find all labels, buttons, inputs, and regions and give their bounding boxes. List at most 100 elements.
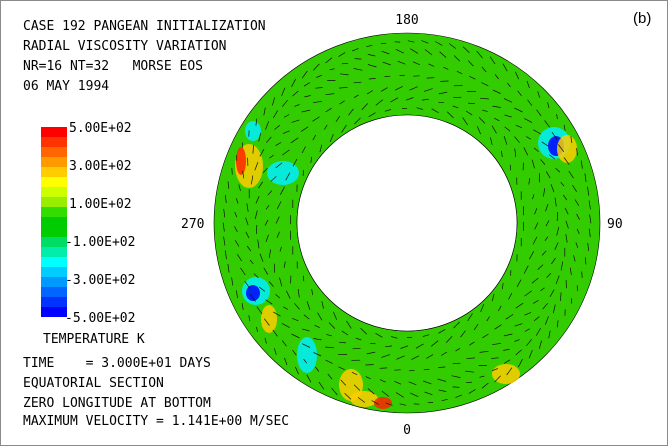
velocity-arrow xyxy=(231,168,233,175)
velocity-arrow xyxy=(327,373,333,380)
velocity-arrow xyxy=(549,289,555,297)
velocity-arrow xyxy=(573,255,576,262)
velocity-arrow xyxy=(587,242,590,251)
velocity-arrow xyxy=(297,288,300,298)
velocity-arrow xyxy=(348,108,354,116)
velocity-arrow xyxy=(576,213,580,220)
velocity-arrow xyxy=(514,148,517,158)
velocity-arrow xyxy=(563,124,566,131)
velocity-arrow xyxy=(254,161,259,171)
velocity-arrow xyxy=(412,61,420,66)
colorbar-label-neg100: -1.00E+02 xyxy=(65,235,136,250)
velocity-arrow xyxy=(491,125,497,134)
velocity-arrow xyxy=(494,74,499,80)
panel-label: (b) xyxy=(633,10,652,27)
velocity-arrow xyxy=(385,345,393,348)
velocity-arrow xyxy=(259,149,265,157)
velocity-arrow xyxy=(545,203,549,212)
velocity-arrow xyxy=(368,112,376,118)
velocity-arrow xyxy=(263,267,269,275)
velocity-arrow xyxy=(524,328,530,332)
velocity-arrow xyxy=(265,234,269,243)
velocity-arrow xyxy=(279,277,283,287)
velocity-arrow xyxy=(319,144,323,153)
velocity-arrow xyxy=(476,126,481,135)
colorbar-segment xyxy=(41,227,67,237)
temperature-anomaly xyxy=(236,147,246,175)
velocity-arrow xyxy=(556,320,559,328)
velocity-arrow xyxy=(263,107,266,116)
velocity-arrow xyxy=(341,330,349,336)
velocity-arrow xyxy=(490,137,493,145)
velocity-arrow xyxy=(452,105,459,109)
velocity-arrow xyxy=(534,208,538,215)
velocity-arrow xyxy=(431,108,439,114)
velocity-arrow xyxy=(541,250,547,256)
velocity-arrow xyxy=(267,190,273,196)
colorbar-segment xyxy=(41,187,67,197)
velocity-arrow xyxy=(501,282,504,290)
velocity-arrow xyxy=(555,167,561,173)
velocity-arrow xyxy=(224,195,227,204)
velocity-arrow xyxy=(572,184,577,192)
colorbar-segment xyxy=(41,197,67,207)
velocity-arrow xyxy=(315,366,320,372)
velocity-arrow xyxy=(453,55,461,62)
velocity-arrow xyxy=(531,277,539,284)
velocity-arrow xyxy=(353,81,362,84)
footer-time: TIME = 3.000E+01 DAYS xyxy=(23,356,211,371)
colorbar-segments xyxy=(41,127,67,317)
velocity-arrow xyxy=(344,392,352,400)
velocity-arrow xyxy=(437,378,447,382)
velocity-arrow xyxy=(366,44,373,48)
velocity-arrow xyxy=(537,264,544,270)
colorbar-label-neg300: -3.00E+02 xyxy=(65,273,136,288)
velocity-arrow xyxy=(273,311,281,317)
velocity-arrow xyxy=(245,231,250,239)
velocity-arrow xyxy=(405,97,414,101)
velocity-arrow xyxy=(246,203,249,212)
velocity-arrow xyxy=(257,239,260,249)
velocity-arrow xyxy=(481,382,489,389)
velocity-arrow xyxy=(523,265,529,274)
velocity-arrow xyxy=(325,359,333,364)
velocity-arrow xyxy=(407,40,415,43)
velocity-arrow xyxy=(409,86,418,91)
velocity-arrow xyxy=(494,117,500,122)
velocity-arrow xyxy=(265,204,270,210)
header-subtitle: RADIAL VISCOSITY VARIATION xyxy=(23,39,227,54)
velocity-arrow xyxy=(326,334,332,337)
velocity-arrow xyxy=(265,121,270,130)
colorbar-segment xyxy=(41,207,67,217)
velocity-arrow xyxy=(400,345,409,349)
velocity-arrow xyxy=(335,115,341,122)
velocity-arrow xyxy=(556,226,560,236)
velocity-arrow xyxy=(465,370,475,373)
velocity-arrow xyxy=(424,49,433,56)
velocity-arrow xyxy=(303,82,310,87)
velocity-arrow xyxy=(543,188,546,197)
velocity-arrow xyxy=(478,117,486,124)
velocity-arrow xyxy=(453,321,460,329)
velocity-arrow xyxy=(234,212,238,218)
velocity-arrow xyxy=(469,341,475,346)
velocity-arrow xyxy=(560,181,565,187)
velocity-arrow xyxy=(282,99,288,107)
velocity-arrow xyxy=(492,105,501,108)
temperature-anomaly xyxy=(492,364,520,384)
velocity-arrow xyxy=(416,107,423,110)
velocity-arrow xyxy=(316,74,323,78)
velocity-arrow xyxy=(564,207,569,215)
velocity-arrow xyxy=(341,124,347,133)
velocity-arrow xyxy=(268,281,274,287)
velocity-arrow xyxy=(312,100,322,104)
velocity-arrow xyxy=(312,134,317,141)
velocity-arrow xyxy=(517,90,522,97)
velocity-arrow xyxy=(223,208,226,218)
velocity-arrow xyxy=(560,261,564,271)
velocity-arrow xyxy=(415,343,424,349)
velocity-arrow xyxy=(544,120,550,128)
velocity-arrow xyxy=(255,118,258,126)
velocity-arrow xyxy=(527,99,533,106)
velocity-arrow xyxy=(551,257,556,265)
